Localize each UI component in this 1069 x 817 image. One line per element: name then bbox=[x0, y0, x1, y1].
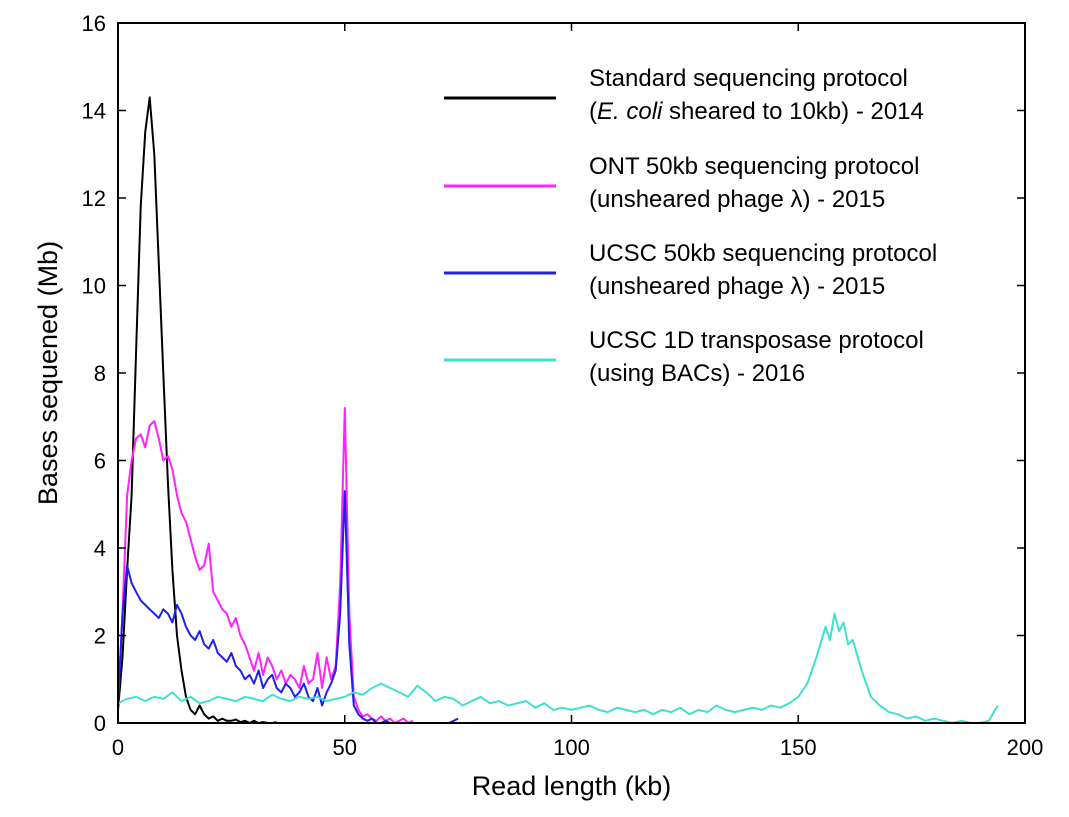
x-tick-label: 50 bbox=[333, 735, 357, 760]
legend-label-segment: (unsheared phage λ) - 2015 bbox=[589, 186, 885, 213]
series-line-3 bbox=[118, 490, 459, 723]
y-tick-label: 16 bbox=[82, 11, 106, 36]
legend-label-segment: Standard sequencing protocol bbox=[589, 65, 908, 92]
x-tick-label: 150 bbox=[780, 735, 817, 760]
y-tick-label: 6 bbox=[94, 449, 106, 474]
legend-label-1: (E. coli sheared to 10kb) - 2014 bbox=[589, 98, 924, 125]
legend-label-4: (using BACs) - 2016 bbox=[589, 360, 805, 387]
y-tick-label: 2 bbox=[94, 624, 106, 649]
plot-frame bbox=[117, 22, 1026, 724]
legend-label-2: (unsheared phage λ) - 2015 bbox=[589, 186, 885, 213]
series-line-4 bbox=[118, 612, 999, 723]
legend-label-1: Standard sequencing protocol bbox=[589, 65, 908, 92]
y-tick-label: 0 bbox=[94, 711, 106, 736]
legend-label-4: UCSC 1D transposase protocol bbox=[589, 327, 924, 354]
y-axis-label: Bases sequened (Mb) bbox=[33, 241, 63, 505]
legend-label-segment: UCSC 50kb sequencing protocol bbox=[589, 240, 937, 267]
legend-label-3: UCSC 50kb sequencing protocol bbox=[589, 240, 937, 267]
legend-label-2: ONT 50kb sequencing protocol bbox=[589, 153, 919, 180]
y-tick-label: 10 bbox=[82, 274, 106, 299]
legend-label-segment: (using BACs) - 2016 bbox=[589, 360, 805, 387]
legend-label-segment: ( bbox=[589, 98, 597, 125]
legend: Standard sequencing protocol (E. coli she… bbox=[444, 65, 937, 387]
axes-layer: 0 50 100 150 200 0 2 4 6 8 10 12 14 16 Read length (kb… bbox=[33, 11, 1043, 801]
x-tick-label: 100 bbox=[553, 735, 590, 760]
legend-label-segment: ONT 50kb sequencing protocol bbox=[589, 153, 919, 180]
x-tick-label: 0 bbox=[112, 735, 124, 760]
legend-label-segment: sheared to 10kb) - 2014 bbox=[662, 98, 924, 125]
legend-label-segment: E. coli bbox=[597, 98, 663, 125]
legend-label-segment: (unsheared phage λ) - 2015 bbox=[589, 273, 885, 300]
legend-label-segment: UCSC 1D transposase protocol bbox=[589, 327, 924, 354]
series-line-1 bbox=[118, 96, 277, 723]
y-tick-label: 12 bbox=[82, 186, 106, 211]
y-tick-label: 4 bbox=[94, 536, 106, 561]
x-axis-label: Read length (kb) bbox=[472, 771, 672, 801]
y-tick-label: 14 bbox=[82, 99, 106, 124]
legend-label-3: (unsheared phage λ) - 2015 bbox=[589, 273, 885, 300]
x-tick-label: 200 bbox=[1007, 735, 1044, 760]
series-line-2 bbox=[118, 407, 414, 723]
y-tick-label: 8 bbox=[94, 361, 106, 386]
